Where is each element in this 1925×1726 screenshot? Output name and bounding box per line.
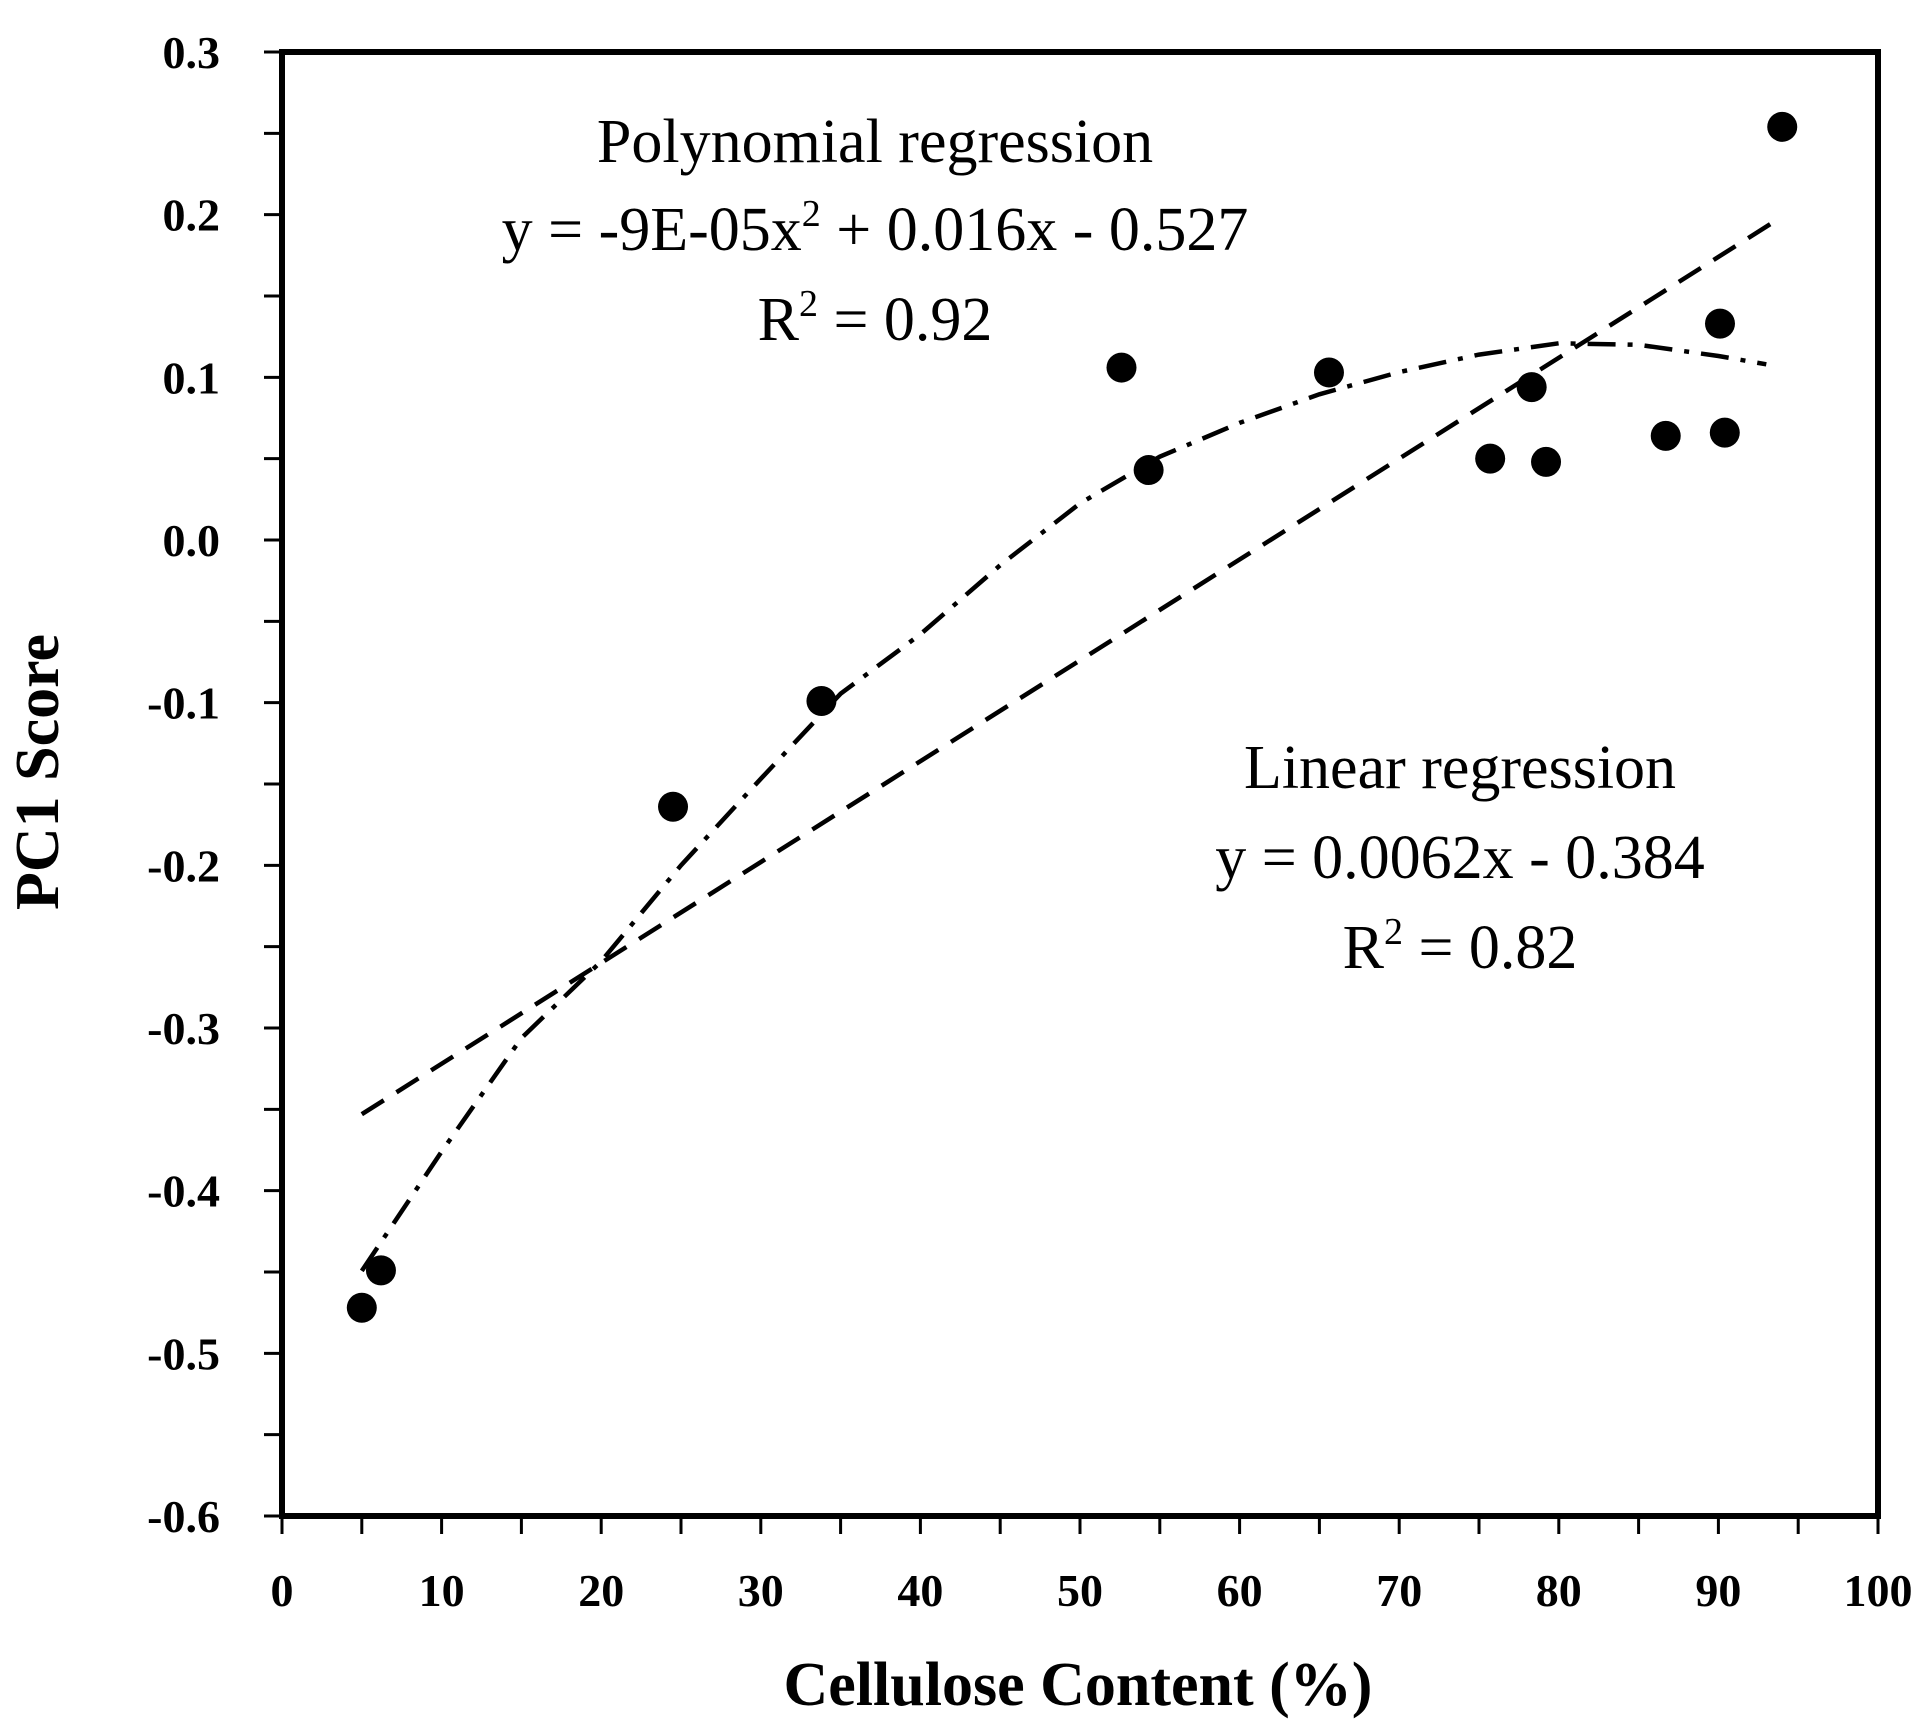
- x-axis-title: Cellulose Content (%): [784, 1651, 1373, 1719]
- y-tick-label: -0.2: [147, 840, 220, 891]
- x-tick-label: 90: [1695, 1565, 1741, 1616]
- poly-r2-superscript: 2: [799, 283, 818, 325]
- trendlines: [359, 214, 1784, 1273]
- data-point: [658, 791, 689, 822]
- y-tick-label: 0.0: [163, 515, 221, 566]
- data-point: [346, 1292, 377, 1323]
- poly-annotation-r2: R2 = 0.92: [758, 283, 993, 354]
- poly-annotation-equation: y = -9E-05x2 + 0.016x - 0.527: [502, 193, 1249, 264]
- poly-r2-value: = 0.92: [818, 286, 992, 354]
- plot-area-frame: [279, 49, 1881, 1519]
- x-tick-label: 20: [578, 1565, 624, 1616]
- poly-eq-part-b: + 0.016x - 0.527: [821, 196, 1249, 264]
- x-tick-label: 100: [1844, 1565, 1913, 1616]
- y-tick-label: 0.2: [163, 190, 221, 241]
- y-tick-label: 0.3: [163, 27, 221, 78]
- poly-eq-superscript: 2: [802, 193, 821, 235]
- linear-trendline: [360, 214, 1784, 1117]
- y-tick-label: -0.4: [147, 1166, 220, 1217]
- data-point: [365, 1255, 396, 1286]
- linear-annotation-r2: R2 = 0.82: [1343, 911, 1578, 982]
- x-tick-label: 10: [419, 1565, 465, 1616]
- data-point: [1313, 357, 1344, 388]
- y-tick-label: -0.1: [147, 678, 220, 729]
- poly-r2-letter: R: [758, 286, 800, 354]
- linear-annotation-equation: y = 0.0062x - 0.384: [1215, 824, 1705, 892]
- data-points: [346, 111, 1798, 1323]
- x-tick-label: 0: [271, 1565, 294, 1616]
- poly-annotation-title: Polynomial regression: [597, 108, 1153, 176]
- data-point: [1767, 111, 1798, 142]
- data-point: [1650, 420, 1681, 451]
- linear-annotation-title: Linear regression: [1244, 734, 1676, 802]
- linear-r2-letter: R: [1343, 914, 1385, 982]
- y-axis-title: PC1 Score: [4, 634, 72, 910]
- x-tick-label: 40: [897, 1565, 943, 1616]
- x-tick-label: 50: [1057, 1565, 1103, 1616]
- x-axis-ticks: 0 10 20 30 40 50 60 70 80 90 100: [271, 1516, 1913, 1616]
- data-point: [1133, 455, 1164, 486]
- linear-r2-superscript: 2: [1384, 911, 1403, 953]
- data-point: [1106, 352, 1137, 383]
- y-tick-label: -0.6: [147, 1491, 220, 1542]
- poly-eq-part-a: y = -9E-05x: [502, 196, 802, 264]
- x-tick-label: 70: [1376, 1565, 1422, 1616]
- data-point: [1704, 308, 1735, 339]
- data-point: [1475, 443, 1506, 474]
- y-axis-ticks: 0.3 0.2 0.1 0.0 -0.1 -0.2 -0.3 -0.4 -0.5 -0.6: [147, 27, 282, 1542]
- data-point: [1516, 372, 1547, 403]
- x-tick-label: 30: [738, 1565, 784, 1616]
- y-tick-label: -0.3: [147, 1003, 220, 1054]
- data-point: [1709, 417, 1740, 448]
- data-point: [1531, 446, 1562, 477]
- linear-r2-value: = 0.82: [1403, 914, 1577, 982]
- data-point: [806, 686, 837, 717]
- x-tick-label: 60: [1217, 1565, 1263, 1616]
- y-tick-label: -0.5: [147, 1328, 220, 1379]
- y-tick-label: 0.1: [163, 352, 221, 403]
- x-tick-label: 80: [1536, 1565, 1582, 1616]
